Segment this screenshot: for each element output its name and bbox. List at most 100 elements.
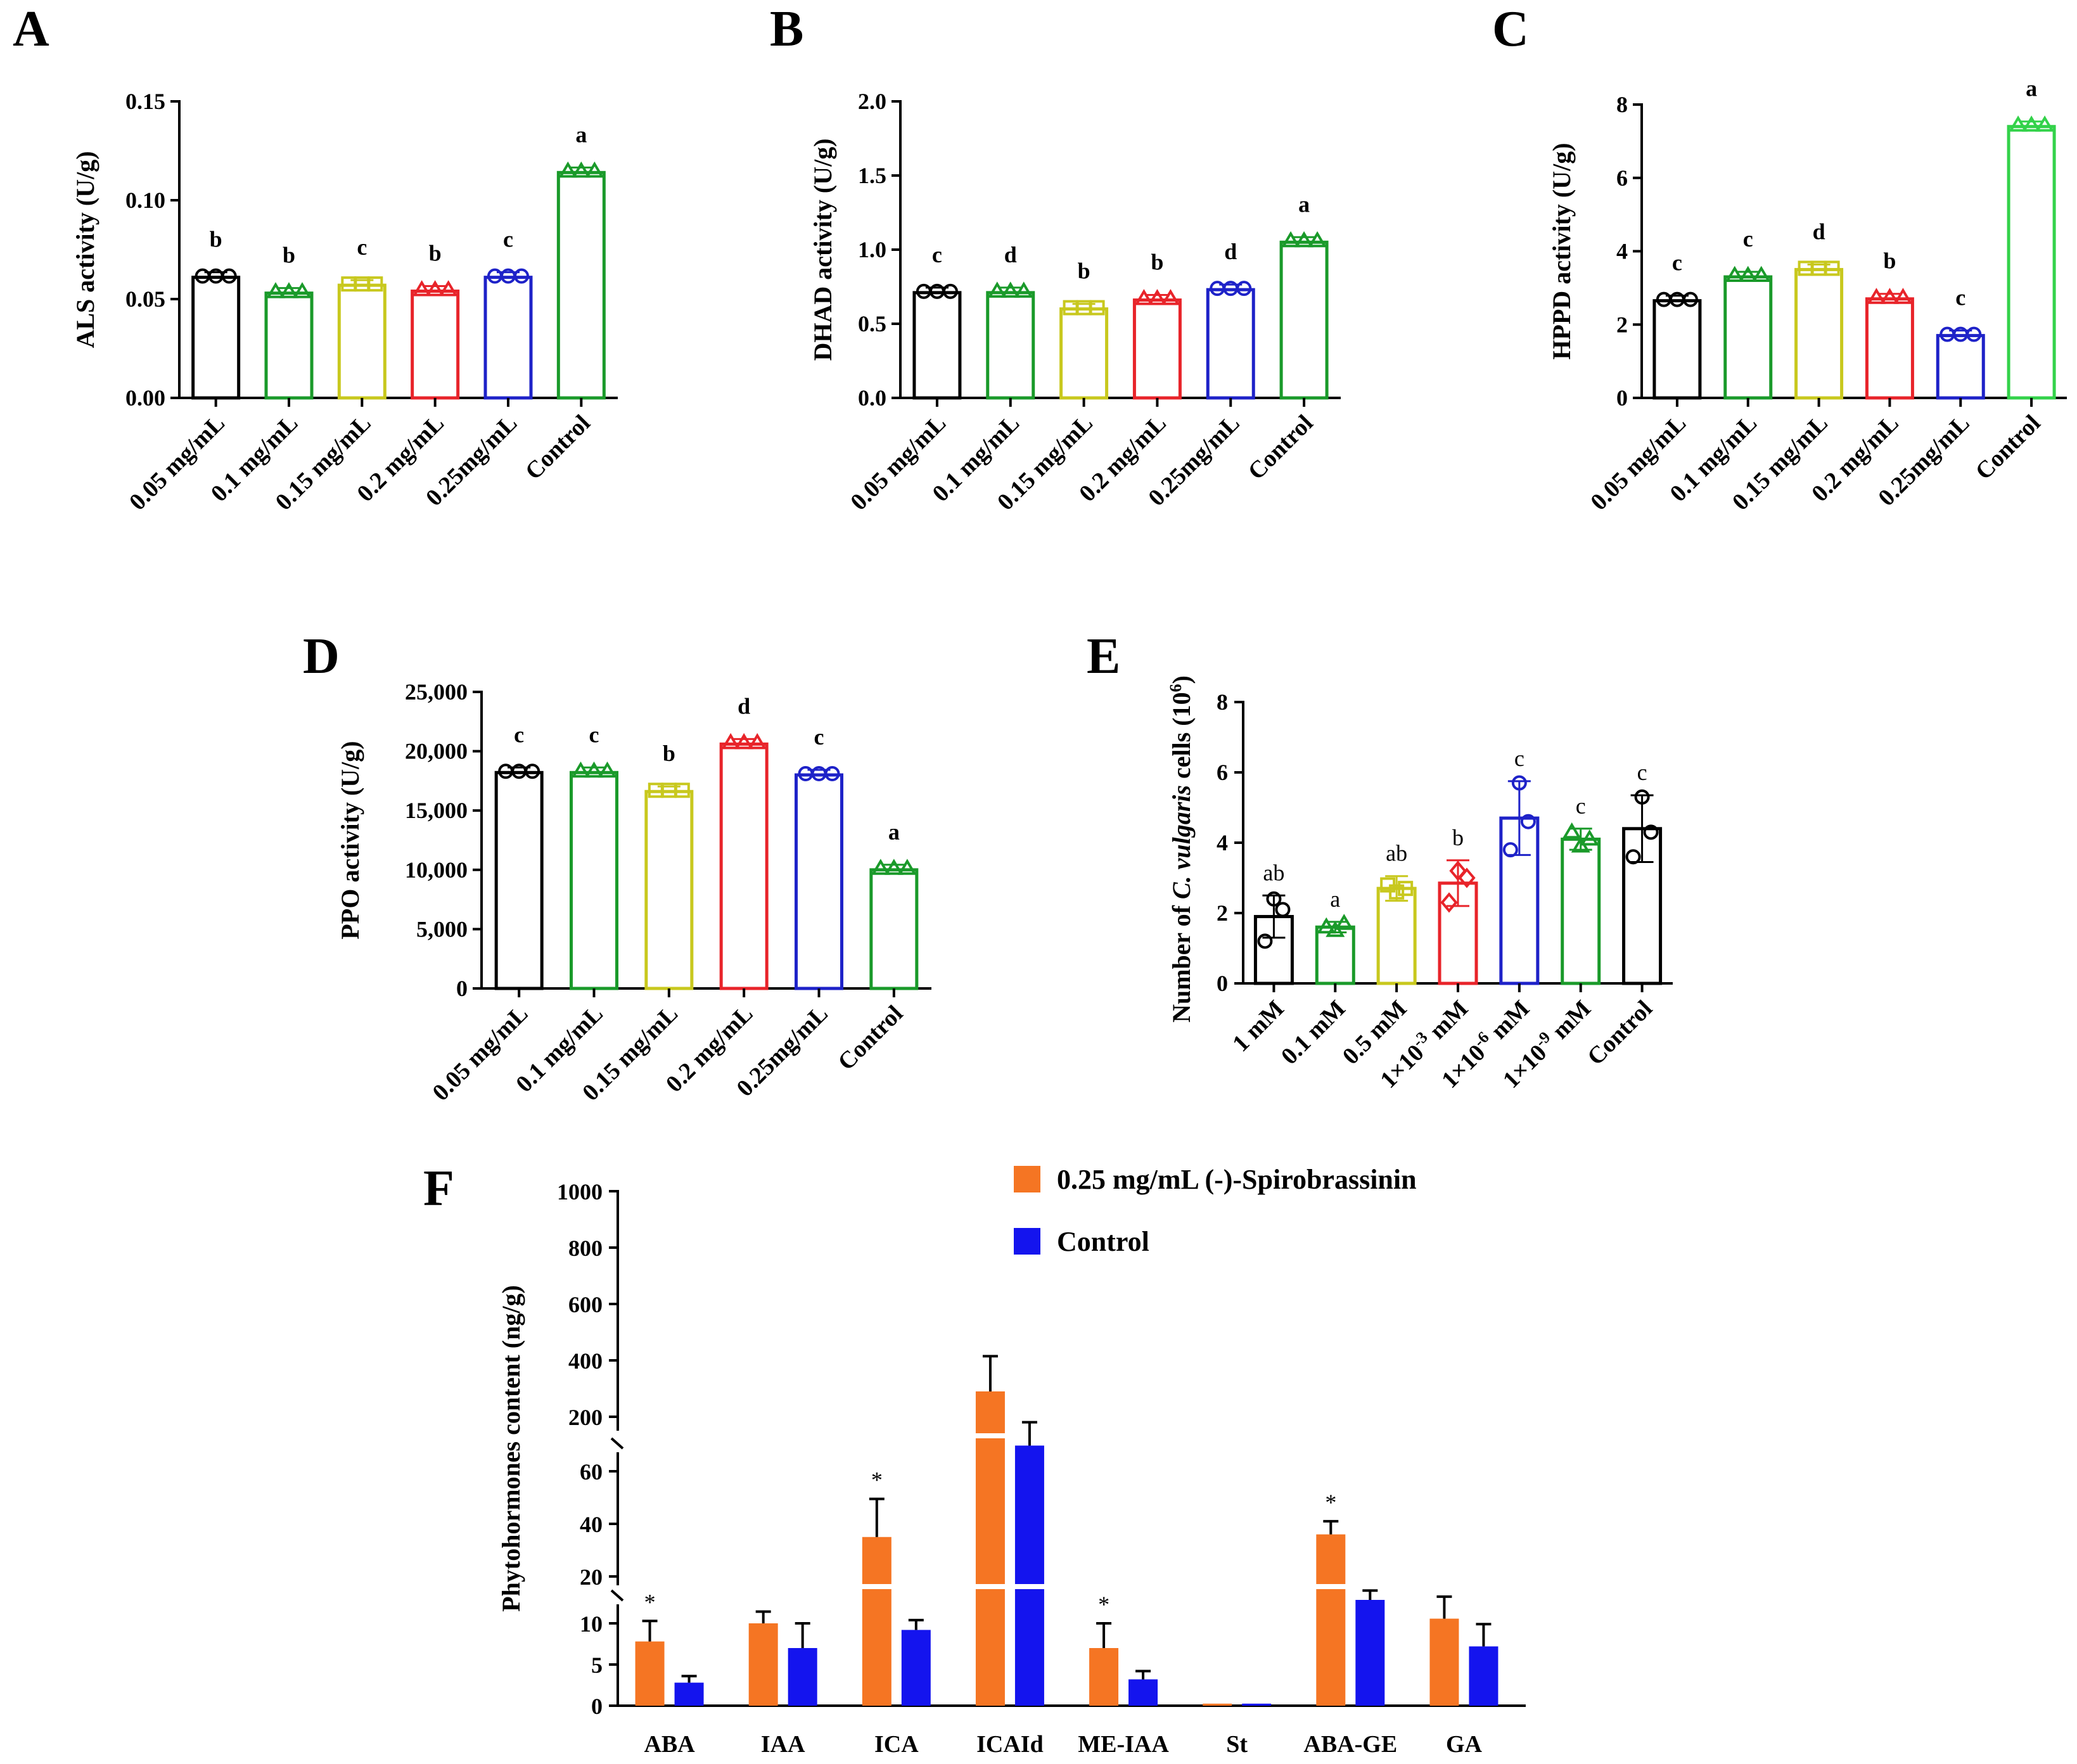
y-tick-label: 4 xyxy=(1616,239,1628,264)
significance-letter: b xyxy=(429,241,442,266)
data-point-triangle xyxy=(1580,829,1599,846)
chart-panel-f: 0 5 10 20 40 60 200 400 600 800 1000 Phytohormones … xyxy=(497,1164,1526,1758)
data-point-square xyxy=(1089,300,1105,316)
bar-break-gap xyxy=(974,1584,1006,1589)
x-tick-label-base: Control xyxy=(1582,995,1658,1071)
bar-control xyxy=(1355,1600,1385,1706)
panel-letter-d: D xyxy=(303,629,340,684)
data-point-triangle xyxy=(412,280,431,297)
chart-panel-a: 0.00 0.05 0.10 0.15 ALS activity (U/g) b 0.05 … xyxy=(71,89,618,516)
y-tick-label: 0.5 xyxy=(858,311,886,336)
significance-letter: c xyxy=(1576,793,1586,819)
significance-letter: a xyxy=(2026,76,2037,101)
data-point-circle xyxy=(1643,824,1659,840)
x-tick-label: ME-IAA xyxy=(1078,1731,1169,1758)
bar xyxy=(264,291,314,400)
data-point-triangle xyxy=(748,732,767,750)
panel-letter-b: B xyxy=(770,1,803,57)
data-point-circle xyxy=(1520,814,1536,829)
bar-control xyxy=(788,1648,817,1706)
data-point-triangle xyxy=(1317,917,1336,934)
data-point-circle xyxy=(1266,891,1282,907)
data-point-triangle xyxy=(1147,289,1167,305)
bar xyxy=(556,170,606,400)
significance-letter: a xyxy=(1298,191,1310,217)
bar-treatment xyxy=(748,1623,778,1706)
data-point-triangle xyxy=(1134,289,1154,305)
bar-treatment xyxy=(1089,1648,1119,1706)
data-point-circle xyxy=(1511,775,1527,791)
significance-letter: c xyxy=(1955,285,1965,310)
bar xyxy=(986,291,1035,400)
y-tick-label: 800 xyxy=(568,1236,603,1261)
data-point-triangle xyxy=(571,761,591,778)
y-tick-label: 4 xyxy=(1217,830,1228,855)
bar-treatment xyxy=(862,1537,892,1706)
significance-letter: c xyxy=(589,722,599,747)
legend-label: 0.25 mg/mL (-)-Spirobrassinin xyxy=(1057,1164,1417,1195)
significance-letter: b xyxy=(663,741,675,766)
y-tick-label: 0.15 xyxy=(125,89,165,114)
y-tick-label: 0 xyxy=(591,1694,603,1719)
y-tick-label: 2 xyxy=(1217,900,1228,926)
data-point-triangle xyxy=(2035,115,2055,132)
bar xyxy=(1723,275,1773,400)
data-point-triangle xyxy=(584,761,604,778)
data-point-triangle xyxy=(1334,914,1354,930)
significance-letter: b xyxy=(1078,259,1090,284)
legend-label: Control xyxy=(1057,1226,1149,1257)
data-point-circle xyxy=(824,766,840,782)
x-tick-label: ABA-GE xyxy=(1303,1731,1397,1758)
data-point-triangle xyxy=(871,859,890,875)
significance-letter: b xyxy=(210,227,222,252)
data-point-circle xyxy=(1966,326,1982,342)
bar-control xyxy=(1128,1679,1158,1706)
significance-star: * xyxy=(871,1467,883,1493)
significance-letter: b xyxy=(1452,825,1464,850)
data-point-triangle xyxy=(1000,281,1020,298)
x-tick-label: ICA xyxy=(874,1731,919,1758)
bar xyxy=(1279,240,1329,400)
bar-treatment xyxy=(1316,1534,1346,1706)
data-point-triangle xyxy=(598,761,617,778)
bar xyxy=(494,770,544,990)
y-tick-label: 5 xyxy=(591,1652,603,1678)
data-point-triangle xyxy=(1880,288,1900,304)
y-tick-label: 0.10 xyxy=(125,188,165,213)
x-tick-label: 0.05 mg/mL xyxy=(124,410,230,516)
bar xyxy=(795,773,843,990)
x-tick-label: IAA xyxy=(761,1731,805,1758)
x-tick-label: ABA xyxy=(644,1731,695,1758)
bar xyxy=(1206,288,1255,400)
y-tick-label: 0.0 xyxy=(858,385,886,411)
bar-break-gap xyxy=(1315,1584,1347,1589)
x-tick-label: Control xyxy=(1582,995,1658,1071)
data-point-triangle xyxy=(1281,231,1301,248)
data-point-triangle xyxy=(1294,231,1314,248)
bar-control xyxy=(1469,1646,1499,1706)
data-point-square xyxy=(674,783,690,798)
y-tick-label: 2.0 xyxy=(858,89,886,114)
bar-control xyxy=(674,1682,704,1706)
bar-treatment xyxy=(1429,1618,1459,1706)
bar xyxy=(912,291,962,400)
data-point-triangle xyxy=(572,161,591,178)
data-point-triangle xyxy=(1161,289,1180,305)
x-tick-label: 0.05 mg/mL xyxy=(845,410,951,516)
data-point-triangle xyxy=(1562,822,1582,839)
y-tick-label: 200 xyxy=(568,1405,603,1430)
x-tick-label: ICAId xyxy=(976,1731,1044,1758)
y-tick-label: 25,000 xyxy=(405,679,468,705)
data-point-square xyxy=(1380,877,1396,893)
data-point-triangle xyxy=(1738,265,1758,283)
y-tick-label: 2 xyxy=(1616,312,1628,337)
significance-letter: a xyxy=(1330,886,1340,912)
y-tick-label: 1000 xyxy=(557,1179,603,1205)
data-point-square xyxy=(1398,881,1414,897)
y-tick-label: 0 xyxy=(1217,971,1228,996)
data-point-triangle xyxy=(1014,281,1033,298)
data-point-square xyxy=(1824,260,1840,276)
data-point-triangle xyxy=(292,282,312,298)
data-point-circle xyxy=(514,268,529,284)
panel-letter-a: A xyxy=(13,1,49,57)
